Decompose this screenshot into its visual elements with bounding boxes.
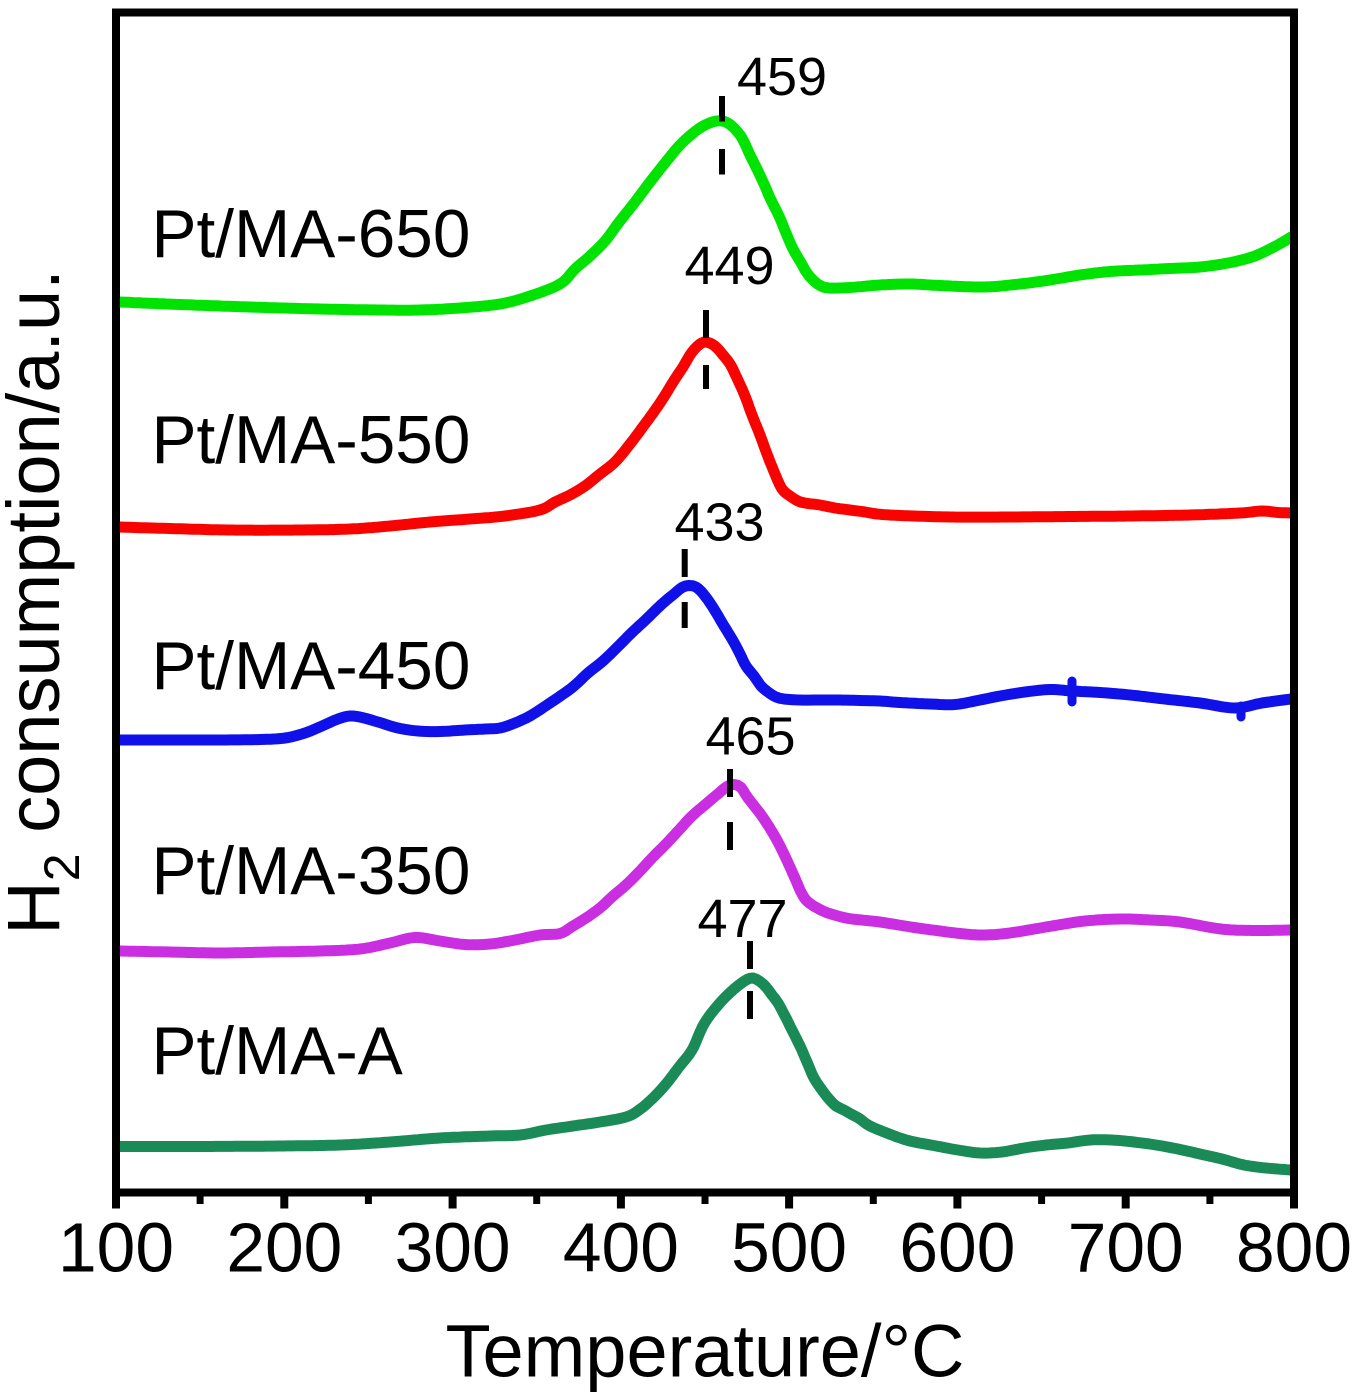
svg-text:Pt/MA-550: Pt/MA-550 [152, 403, 471, 478]
svg-text:400: 400 [563, 1209, 679, 1287]
svg-text:600: 600 [899, 1209, 1015, 1287]
svg-text:Pt/MA-450: Pt/MA-450 [152, 629, 471, 704]
svg-text:449: 449 [684, 236, 774, 296]
svg-text:800: 800 [1236, 1209, 1352, 1287]
svg-text:Pt/MA-350: Pt/MA-350 [152, 834, 471, 909]
svg-text:465: 465 [705, 707, 795, 767]
svg-text:500: 500 [731, 1209, 847, 1287]
svg-text:100: 100 [58, 1209, 174, 1287]
svg-text:300: 300 [395, 1209, 511, 1287]
svg-text:Pt/MA-650: Pt/MA-650 [152, 197, 471, 272]
svg-text:459: 459 [737, 47, 827, 107]
svg-text:200: 200 [226, 1209, 342, 1287]
svg-text:433: 433 [674, 493, 764, 553]
svg-text:Temperature/°C: Temperature/°C [445, 1310, 964, 1393]
svg-text:700: 700 [1068, 1209, 1184, 1287]
svg-text:477: 477 [697, 889, 787, 949]
svg-text:Pt/MA-A: Pt/MA-A [152, 1014, 403, 1089]
